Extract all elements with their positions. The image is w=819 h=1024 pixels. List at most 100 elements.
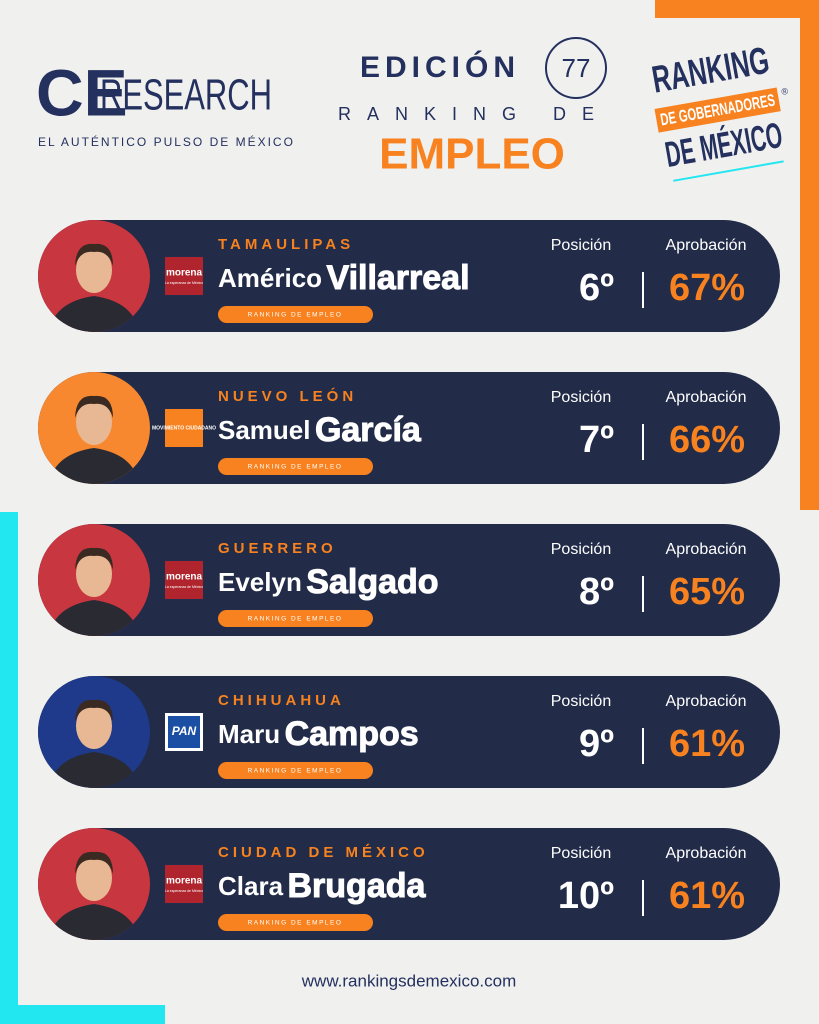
photo-hair [75,395,113,418]
tag: RANKING DE EMPLEO [248,768,343,775]
first-name: Clara [218,871,284,901]
party-logo [165,409,203,447]
party-name: PAN [172,724,197,738]
cards: morena La esperanza de México TAMAULIPAS Am… [38,220,780,940]
state: CHIHUAHUA [218,692,345,709]
tag: RANKING DE EMPLEO [248,616,343,623]
party-logo [165,561,203,599]
last-name: Villarreal [327,259,470,297]
tag: RANKING DE EMPLEO [248,920,343,927]
approval-label: Aprobación [666,389,747,406]
photo-head [76,247,112,293]
last-name: Brugada [288,867,427,905]
photo-body [48,752,140,788]
party-tagline: La esperanza de México [165,281,203,285]
approval-label: Aprobación [666,237,747,254]
party-logo [165,865,203,903]
approval-label: Aprobación [666,541,747,558]
frame-orange-top [655,0,819,18]
tag-pill [218,762,373,779]
party-logo [165,257,203,295]
position-value: 9º [579,723,614,765]
photo [48,699,140,788]
footer-url[interactable]: www.rankingsdemexico.com [301,971,516,990]
party-logo-inner [168,716,200,748]
party-tagline: La esperanza de México [165,585,203,589]
party-name: morena [166,572,203,583]
photo-body [48,600,140,636]
badge-underline [673,160,784,182]
frame-orange-side [800,0,819,510]
tagline: EL AUTÉNTICO PULSO DE MÉXICO [38,134,295,149]
card [38,676,780,788]
photo [48,243,140,332]
name: Maru Campos [218,715,419,753]
position-label: Posición [551,693,611,710]
photo-head [76,399,112,445]
first-name: Maru [218,719,280,749]
photo-head [76,855,112,901]
name: Clara Brugada [218,867,427,905]
position-value: 10º [558,875,614,917]
card [38,828,780,940]
frame-cyan-side [0,512,18,1024]
approval-value: 66% [669,419,745,461]
card [38,524,780,636]
first-name: Américo [218,263,322,293]
tag-pill [218,306,373,323]
photo-head [76,703,112,749]
last-name: García [315,411,422,449]
card [38,220,780,332]
approval-value: 61% [669,723,745,765]
edition-circle [545,37,607,99]
party-name: MOVIMIENTO CIUDADANO [152,425,216,431]
photo-body [48,904,140,940]
approval-value: 67% [669,267,745,309]
tag-pill [218,914,373,931]
position-value: 7º [579,419,614,461]
photo [48,395,140,484]
edition-topic: EMPLEO [379,130,565,179]
approval-label: Aprobación [666,845,747,862]
edition-number: 77 [562,53,591,83]
last-name: Salgado [306,563,438,601]
position-label: Posición [551,389,611,406]
badge-mark: ® [781,86,790,97]
card [38,372,780,484]
name: Evelyn Salgado [218,563,439,601]
state: NUEVO LEÓN [218,387,357,405]
badge-band [654,87,781,133]
logo-research: RESEARCH [100,71,272,120]
first-name: Samuel [218,415,311,445]
photo [48,547,140,636]
edition-label: EDICIÓN [360,50,520,84]
name: Américo Villarreal [218,259,470,297]
photo-head [76,551,112,597]
tag-pill [218,610,373,627]
photo-hair [75,851,113,874]
position-label: Posición [551,541,611,558]
party-tagline: La esperanza de México [165,889,203,893]
position-label: Posición [551,237,611,254]
photo-body [48,296,140,332]
photo [48,851,140,940]
photo-hair [75,547,113,570]
approval-label: Aprobación [666,693,747,710]
tag: RANKING DE EMPLEO [248,312,343,319]
frame-cyan-bottom [0,1005,165,1024]
logo-ce: CE [36,55,128,129]
approval-value: 61% [669,875,745,917]
approval-value: 65% [669,571,745,613]
state: GUERRERO [218,540,337,557]
tag-pill [218,458,373,475]
photo-body [48,448,140,484]
name: Samuel García [218,411,422,449]
first-name: Evelyn [218,567,302,597]
party-name: morena [166,268,203,279]
tag: RANKING DE EMPLEO [248,464,343,471]
state: CIUDAD DE MÉXICO [218,844,429,861]
position-label: Posición [551,845,611,862]
photo-hair [75,699,113,722]
